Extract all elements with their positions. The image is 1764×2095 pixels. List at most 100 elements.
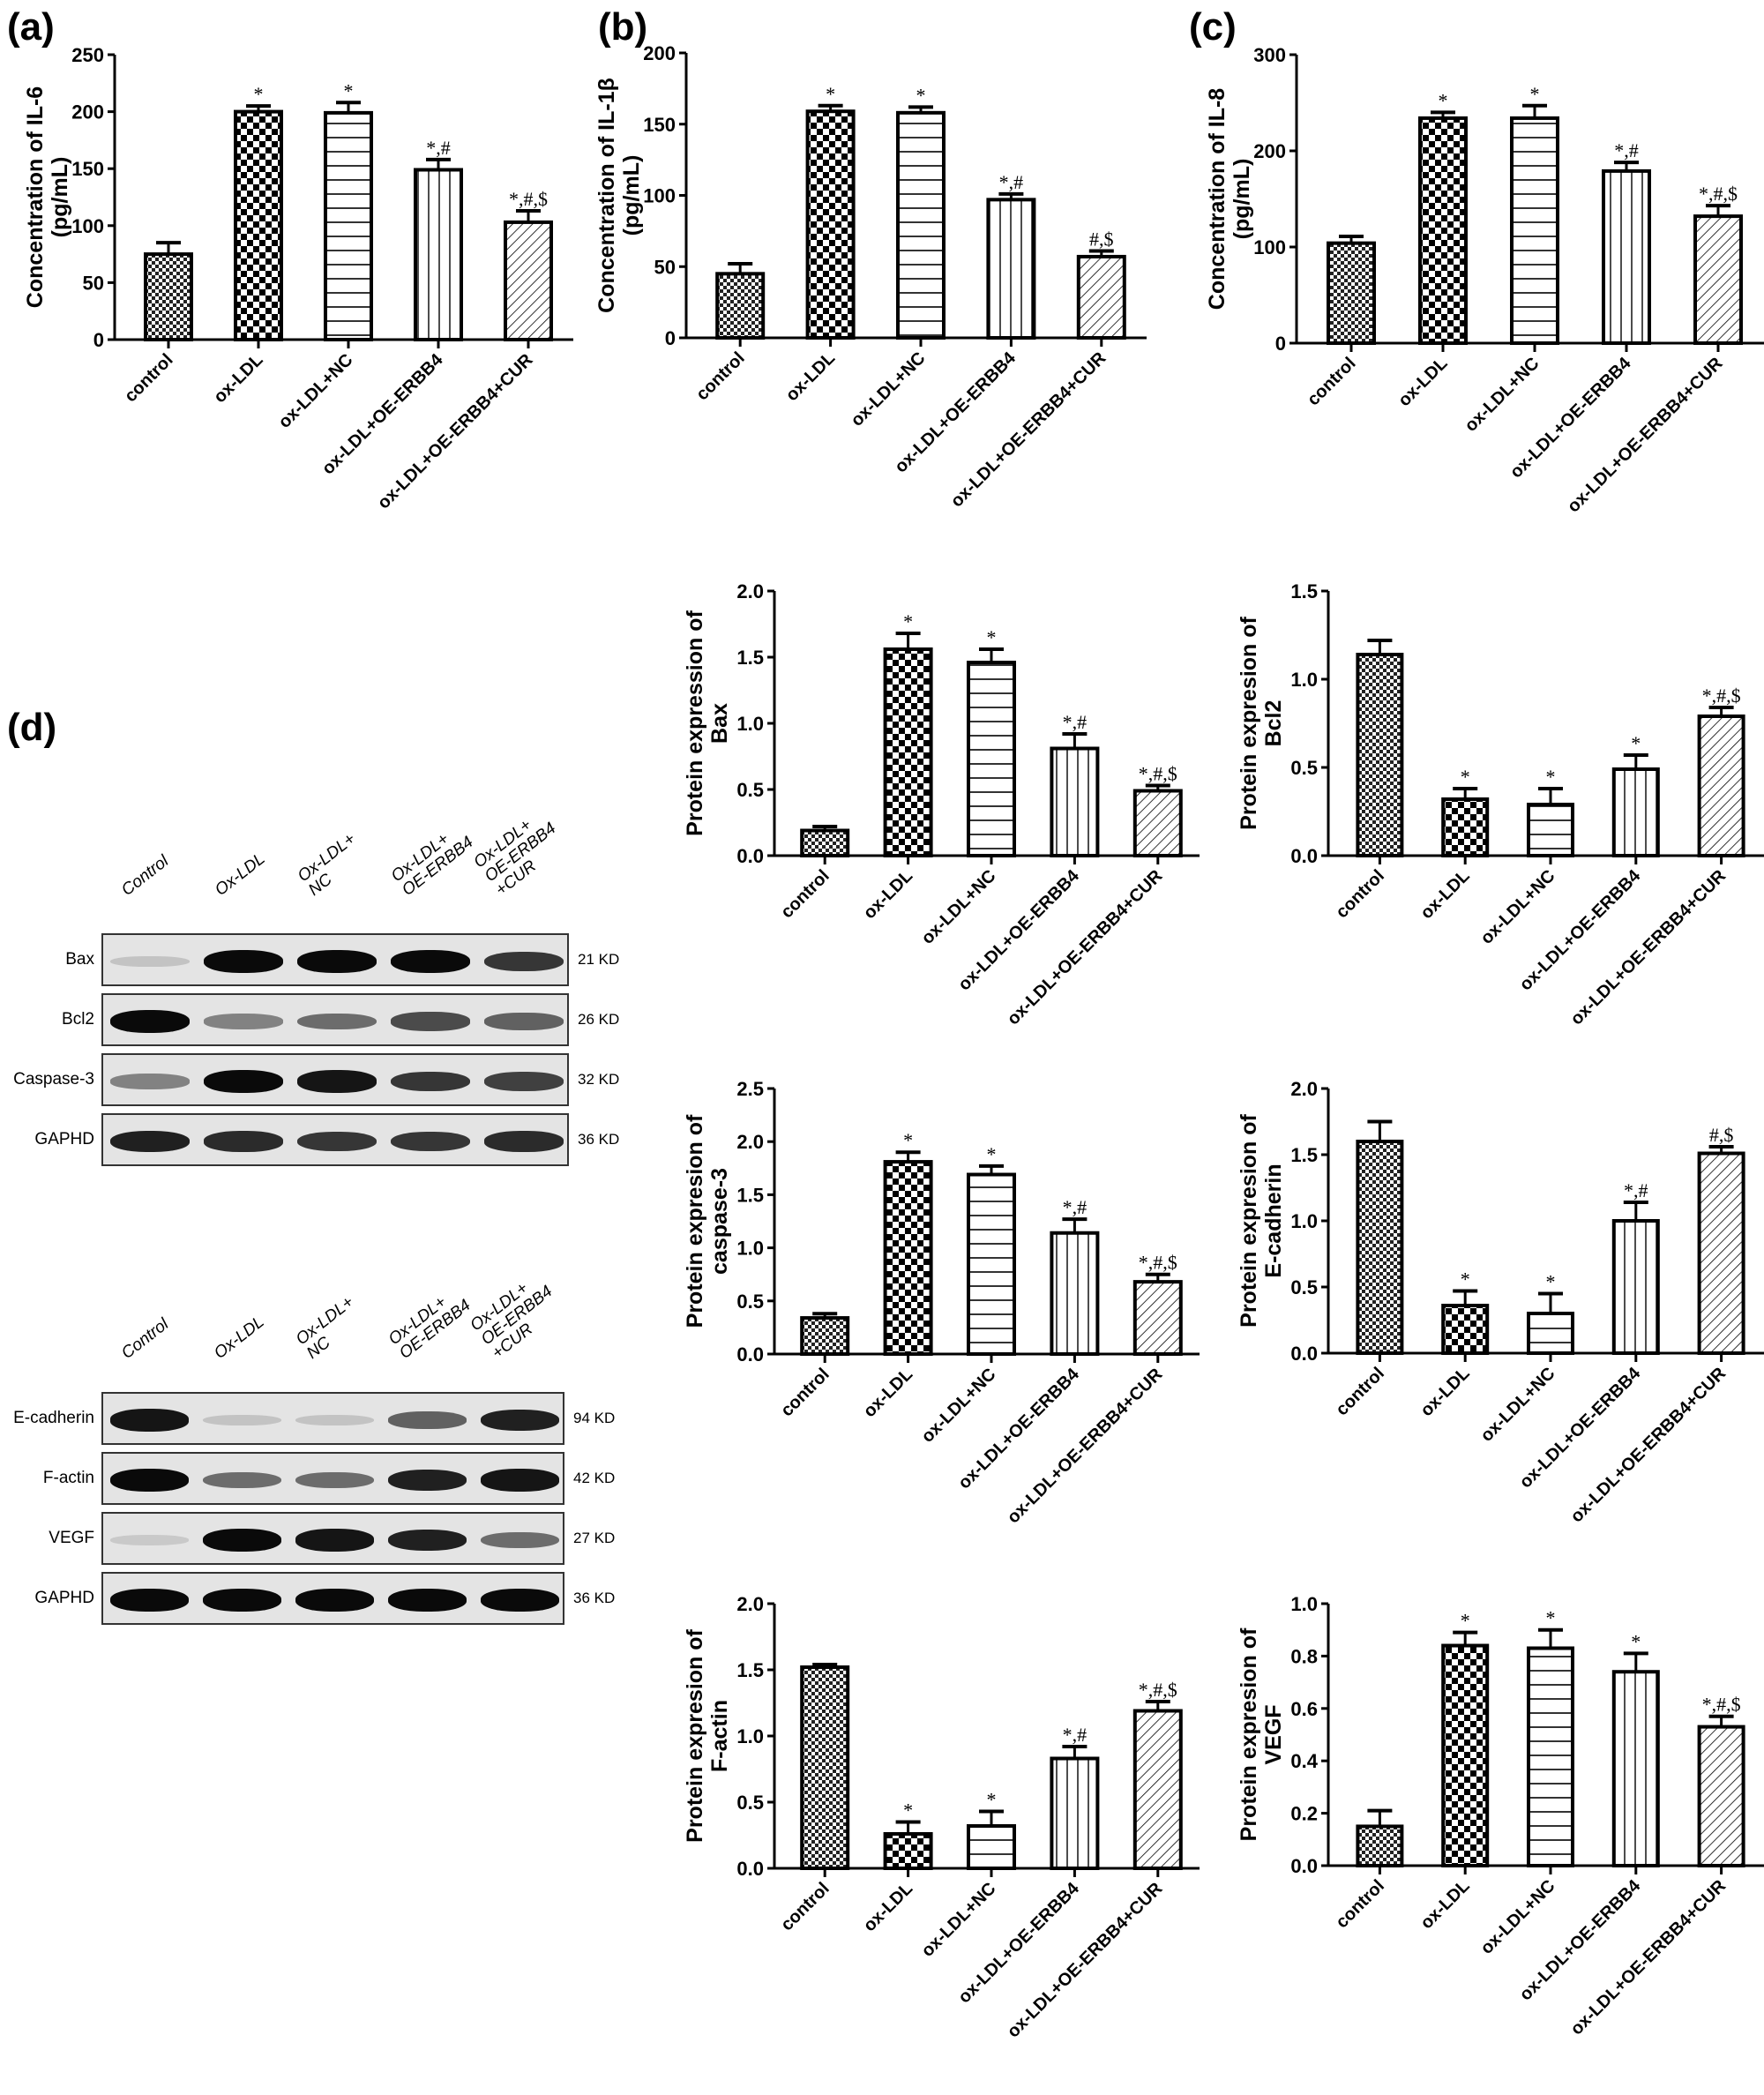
y-tick-label: 2.0 <box>736 580 764 602</box>
y-tick-label: 0.5 <box>1290 757 1318 779</box>
western-blot-emt: Control Ox-LDL Ox-LDL+ NC Ox-LDL+ OE-ERBB4 O… <box>0 1279 635 1645</box>
bar-horizontal-lines-pattern <box>967 1172 1016 1356</box>
bar-horizontal-lines-pattern <box>1527 1312 1574 1355</box>
x-tick-label: ox-LDL+NC <box>1477 1876 1559 1958</box>
blot-row-label: E-cadherin <box>13 1409 94 1427</box>
chart-vegf: Protein expresion ofVEGF 0.0 0.2 0.4 0.6 0.8 1… <box>1217 1579 1764 2095</box>
bar-diagonal-hatch-pattern <box>1076 254 1126 340</box>
chart-factin: Protein expresion ofF-actin 0.0 0.5 1.0 1.5 2… <box>670 1579 1252 2095</box>
significance-annotation: * <box>1546 1607 1556 1629</box>
blot-row-label: GAPHD <box>34 1589 94 1607</box>
blot-strip-vegf <box>101 1512 564 1565</box>
significance-annotation: * <box>1631 1630 1641 1652</box>
protein-band <box>203 1471 281 1489</box>
protein-band <box>297 1013 377 1030</box>
y-axis-label: Protein expression ofBax <box>683 610 732 836</box>
x-tick-label: ox-LDL+NC <box>1477 1364 1559 1446</box>
y-tick-label: 1.0 <box>1290 669 1318 691</box>
x-tick-label: control <box>1332 1364 1387 1419</box>
y-tick-label: 0 <box>1275 333 1286 355</box>
bar-checker-pattern <box>883 647 933 857</box>
protein-band <box>110 1535 189 1545</box>
protein-band <box>481 1531 559 1549</box>
protein-band <box>295 1589 374 1612</box>
significance-annotation: * <box>903 1129 913 1151</box>
bar-diagonal-hatch-pattern <box>1697 1151 1745 1355</box>
x-tick-label: ox-LDL <box>210 350 266 407</box>
x-tick-label: ox-LDL+NC <box>1477 866 1559 948</box>
y-tick-label: 2.0 <box>1290 1078 1318 1100</box>
bar-vertical-lines-pattern <box>1050 746 1100 857</box>
significance-annotation: *,#,$ <box>1699 183 1738 205</box>
blot-row-label: F-actin <box>42 1469 94 1487</box>
blot-strip-bcl2 <box>101 993 569 1046</box>
y-tick-label: 0.5 <box>1290 1276 1318 1298</box>
protein-band <box>388 1589 467 1612</box>
molecular-weight-label: 36 KD <box>573 1590 616 1606</box>
significance-annotation: * <box>987 626 997 648</box>
y-tick-label: 1.5 <box>736 647 764 669</box>
x-tick-label: control <box>1332 1876 1387 1932</box>
significance-annotation: *,#,$ <box>1139 1252 1177 1274</box>
y-tick-label: 1.5 <box>736 1184 764 1206</box>
bar-vertical-lines-pattern <box>1602 168 1651 345</box>
molecular-weight-label: 26 KD <box>578 1011 620 1028</box>
protein-band <box>204 1014 283 1029</box>
significance-annotation: *,# <box>426 137 451 159</box>
significance-annotation: * <box>916 84 926 106</box>
x-tick-label: ox-LDL <box>1416 1876 1473 1933</box>
x-tick-label: control <box>777 1879 833 1934</box>
protein-band <box>297 1070 377 1093</box>
protein-band <box>110 1130 190 1153</box>
x-tick-label: ox-LDL+NC <box>1461 354 1544 436</box>
il8-svg: Concentration of IL-8(pg/mL) 0 100 200 300 co… <box>1205 44 1764 517</box>
x-tick-label: ox-LDL <box>782 348 839 405</box>
bar-vertical-lines-pattern <box>414 168 463 341</box>
x-tick-label: control <box>121 350 176 406</box>
molecular-weight-label: 36 KD <box>578 1131 620 1148</box>
bar-fine-checker-pattern <box>800 828 850 857</box>
bar-vertical-lines-pattern <box>1050 1231 1100 1356</box>
x-tick-label: ox-LDL+OE-ERBB4+CUR <box>1004 866 1167 1029</box>
protein-band <box>481 1469 559 1492</box>
y-tick-label: 1.0 <box>736 713 764 735</box>
chart-il6: Concentration of IL-6(pg/mL) 0 50 100 150 200… <box>0 18 582 534</box>
y-tick-label: 0.4 <box>1290 1750 1318 1772</box>
blot-row-label: Bax <box>65 950 94 969</box>
protein-band <box>204 1070 283 1093</box>
x-tick-label: ox-LDL <box>860 1365 916 1421</box>
significance-annotation: *,#,$ <box>1139 1679 1177 1701</box>
protein-band <box>110 955 190 968</box>
caspase3-svg: Protein expresion ofcaspase-30.0 0.5 1.0 1.… <box>683 1078 1200 1527</box>
y-tick-label: 2.5 <box>736 1078 764 1100</box>
protein-band <box>297 1131 377 1152</box>
significance-annotation: *,# <box>1063 711 1088 733</box>
significance-annotation: *,#,$ <box>1702 1694 1741 1716</box>
x-tick-label: ox-LDL+OE-ERBB4+CUR <box>1567 1364 1730 1527</box>
y-tick-label: 150 <box>643 114 676 136</box>
significance-annotation: * <box>1530 83 1540 105</box>
bar-diagonal-hatch-pattern <box>1697 715 1745 857</box>
y-tick-label: 50 <box>83 272 104 294</box>
bar-checker-pattern <box>1441 797 1490 857</box>
y-tick-label: 0.0 <box>1290 1855 1318 1877</box>
protein-band <box>295 1529 374 1552</box>
significance-annotation: * <box>903 1799 913 1822</box>
blot-row-label: VEGF <box>49 1529 94 1547</box>
significance-annotation: * <box>1546 766 1556 788</box>
x-tick-label: ox-LDL+OE-ERBB4+CUR <box>1567 1876 1730 2039</box>
bar-fine-checker-pattern <box>1327 241 1376 345</box>
lane-label: Ox-LDL+ OE-ERBB4 <box>385 1292 475 1363</box>
protein-band <box>388 1411 467 1429</box>
significance-annotation: *,#,$ <box>509 188 548 210</box>
protein-band <box>110 1074 190 1089</box>
protein-band <box>204 1131 283 1152</box>
significance-annotation: * <box>1631 732 1641 754</box>
x-tick-label: ox-LDL+OE-ERBB4+CUR <box>1564 354 1727 517</box>
x-tick-label: ox-LDL+NC <box>275 350 357 432</box>
x-tick-label: ox-LDL <box>1394 354 1451 410</box>
y-tick-label: 1.0 <box>736 1238 764 1260</box>
protein-band <box>297 950 377 973</box>
chart-il1b: Concentration of IL-1β(pg/mL) 0 50 100 150 20… <box>582 18 1164 534</box>
